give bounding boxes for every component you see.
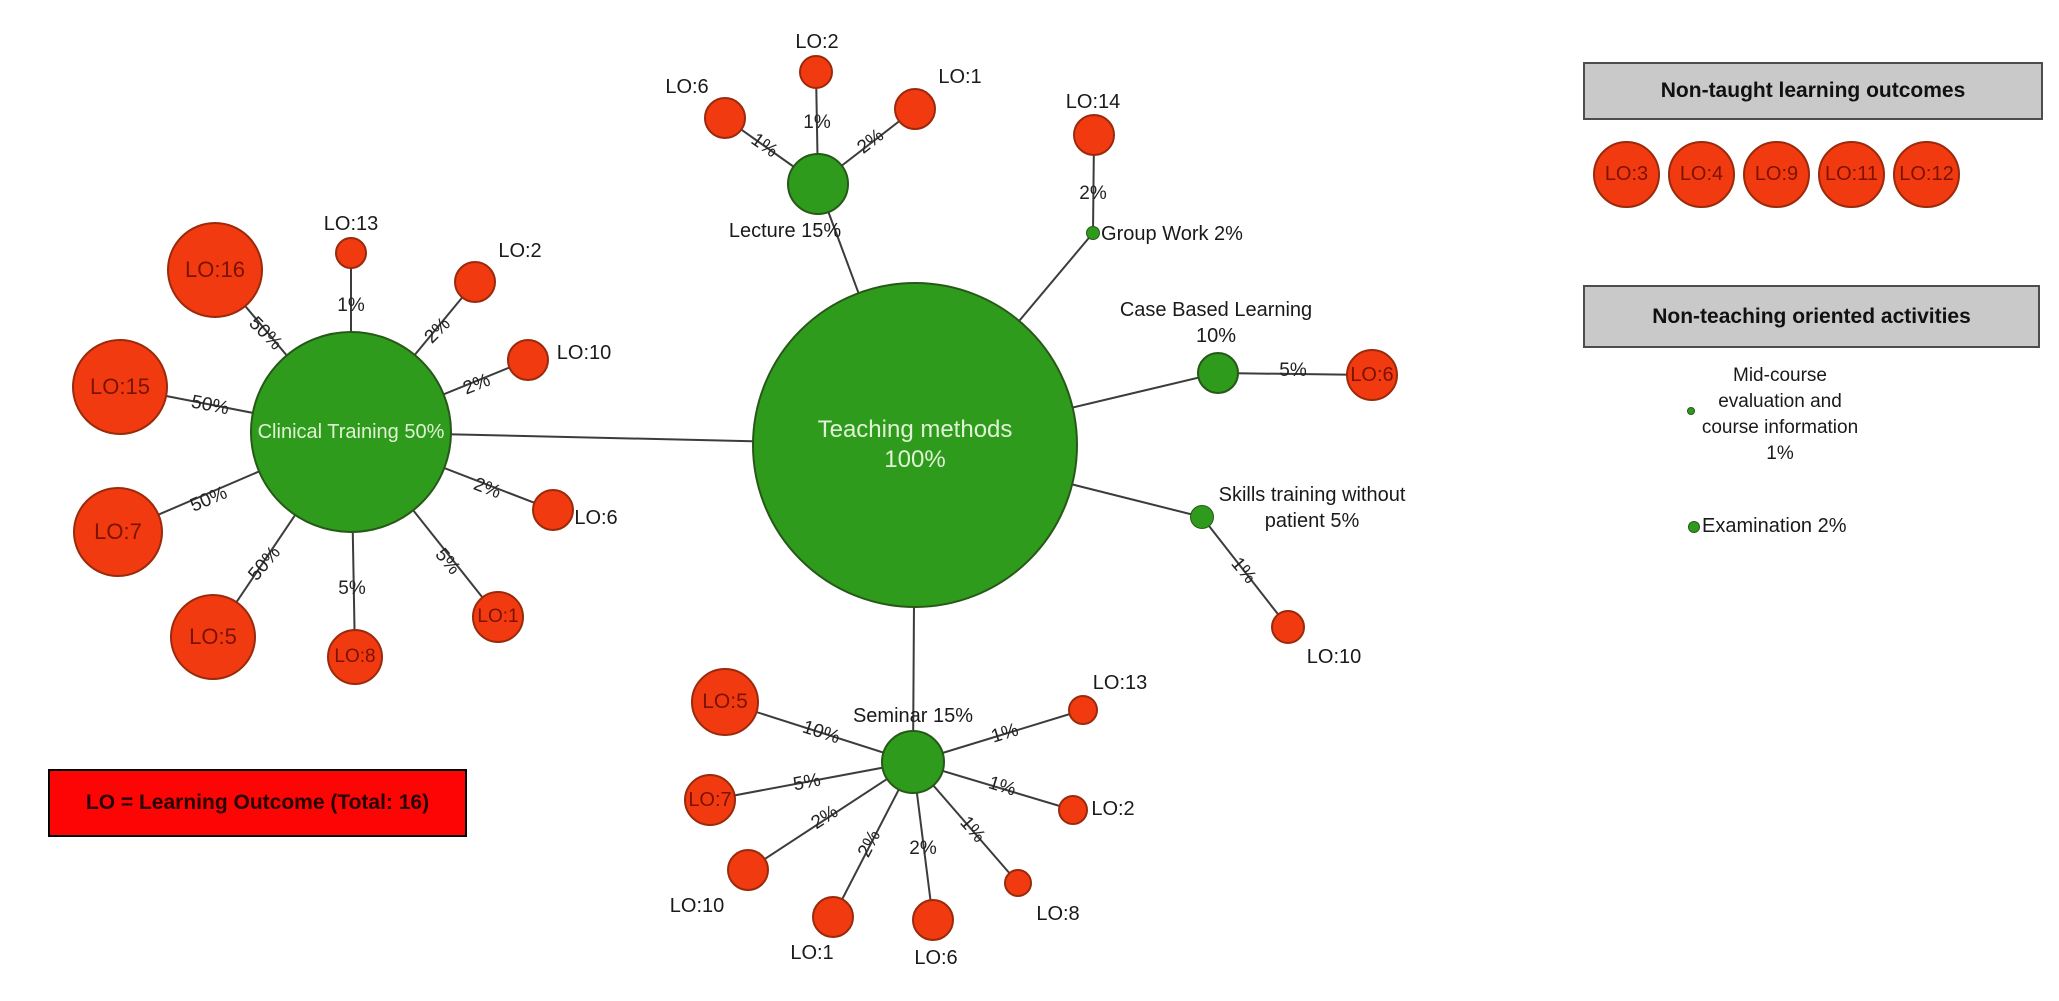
node-lo7c: LO:7: [73, 487, 163, 577]
node-lecture: [787, 153, 849, 215]
edge-seminar-lo10se: [747, 761, 914, 871]
non-taught-header: Non-taught learning outcomes: [1583, 62, 2043, 120]
legend-text: LO = Learning Outcome (Total: 16): [85, 791, 430, 814]
node-lo14: [1073, 114, 1115, 156]
node-label-lo13c: LO:13: [323, 213, 379, 235]
edge-label-casebased-lo6cb: 5%: [1279, 360, 1307, 381]
node-casebased: [1197, 352, 1239, 394]
node-lo1c: LO:1: [472, 591, 524, 643]
node-lo10se: [727, 849, 769, 891]
node-lo2c: [454, 261, 496, 303]
non-taught-outcome-5: LO:12: [1893, 141, 1960, 208]
node-label-lo10se: LO:10: [669, 895, 725, 917]
node-label-lo6s: LO:6: [914, 947, 958, 969]
non-taught-outcome-2: LO:4: [1668, 141, 1735, 208]
examination-label: Examination 2%: [1702, 515, 1847, 537]
node-label-lo6l: LO:6: [665, 76, 709, 98]
node-lo5c: LO:5: [170, 594, 256, 680]
node-lo1s: [812, 896, 854, 938]
node-lo7s: LO:7: [684, 774, 736, 826]
node-label-lo10s: LO:10: [1306, 646, 1362, 668]
node-clinical: Clinical Training 50%: [250, 331, 452, 533]
node-lo13s: [1068, 695, 1098, 725]
node-label-lo2s: LO:2: [1091, 798, 1135, 820]
node-lo13c: [335, 237, 367, 269]
node-skills: [1190, 505, 1214, 529]
examination-dot-icon: [1688, 521, 1700, 533]
node-lo6l: [704, 97, 746, 139]
node-label-lo2l: LO:2: [795, 31, 839, 53]
edge-skills-lo10s: [1201, 516, 1289, 628]
node-lo8c: LO:8: [327, 629, 383, 685]
node-label-lo13s: LO:13: [1092, 672, 1148, 694]
edge-label-clinical-lo8c: 5%: [338, 578, 366, 599]
edge-label-groupwork-lo14: 2%: [1079, 183, 1107, 204]
node-lo6cb: LO:6: [1346, 349, 1398, 401]
node-seminar: [881, 730, 945, 794]
node-lo15c: LO:15: [72, 339, 168, 435]
edge-label-clinical-lo13c: 1%: [337, 295, 365, 316]
midcourse-label: Mid-course evaluation and course informa…: [1701, 365, 1859, 464]
node-lo1l: [894, 88, 936, 130]
node-teaching: Teaching methods 100%: [752, 282, 1078, 608]
node-label-lo10c: LO:10: [556, 342, 612, 364]
non-taught-outcome-3: LO:9: [1743, 141, 1810, 208]
edge-seminar-lo7s: [709, 761, 914, 801]
node-lo10s: [1271, 610, 1305, 644]
node-label-lo14: LO:14: [1065, 91, 1121, 113]
node-lo8s: [1004, 869, 1032, 897]
node-lo5s: LO:5: [691, 668, 759, 736]
node-label-lo1l: LO:1: [938, 66, 982, 88]
non-taught-outcome-4: LO:11: [1818, 141, 1885, 208]
node-groupwork: [1086, 226, 1100, 240]
node-label-lo1s: LO:1: [790, 942, 834, 964]
node-lo16c: LO:16: [167, 222, 263, 318]
legend-box: LO = Learning Outcome (Total: 16): [48, 769, 467, 837]
node-label-lo2c: LO:2: [498, 240, 542, 262]
node-lo2s: [1058, 795, 1088, 825]
midcourse-dot-icon: [1687, 407, 1695, 415]
node-label-lo8s: LO:8: [1036, 903, 1080, 925]
node-lo10c: [507, 339, 549, 381]
node-label-casebased: Case Based Learning 10%: [1119, 299, 1313, 347]
node-label-lecture: Lecture 15%: [728, 220, 842, 242]
node-lo2l: [799, 55, 833, 89]
node-lo6s: [912, 899, 954, 941]
node-label-groupwork: Group Work 2%: [1101, 223, 1243, 245]
edge-label-seminar-lo6s: 2%: [909, 838, 937, 859]
node-label-seminar: Seminar 15%: [852, 705, 974, 727]
node-label-skills: Skills training without patient 5%: [1218, 484, 1406, 532]
non-taught-outcomes-row: LO:3 LO:4 LO:9 LO:11 LO:12: [1593, 141, 1960, 208]
node-label-lo6c: LO:6: [574, 507, 618, 529]
node-lo6c: [532, 489, 574, 531]
non-taught-outcome-1: LO:3: [1593, 141, 1660, 208]
non-teaching-header: Non-teaching oriented activities: [1583, 285, 2040, 348]
edge-label-lecture-lo2l: 1%: [803, 112, 831, 133]
